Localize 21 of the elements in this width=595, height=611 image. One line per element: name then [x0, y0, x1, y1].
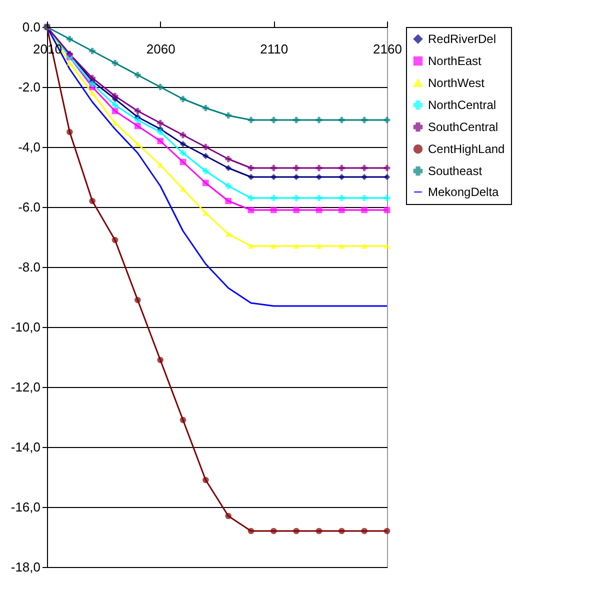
y-tick-label: 0.0: [22, 20, 40, 34]
y-tick-label: -6.0: [18, 200, 40, 214]
x-tick-label: 2160: [373, 42, 402, 56]
y-tick-label: -16,0: [10, 500, 40, 514]
y-tick-label: -8.0: [18, 260, 40, 274]
legend-label: NorthEast: [428, 54, 482, 68]
legend-label: NorthWest: [428, 76, 486, 90]
y-tick-label: -10,0: [10, 320, 40, 334]
legend-label: CentHighLand: [428, 142, 505, 156]
x-tick-label: 2060: [146, 42, 176, 56]
y-tick-label: -2.0: [18, 80, 40, 94]
legend-label: SouthCentral: [428, 120, 498, 134]
legend-label: Southeast: [428, 164, 483, 178]
y-tick-label: -18,0: [10, 560, 40, 574]
y-tick-label: -4,0: [18, 140, 40, 154]
legend-label: RedRiverDel: [428, 32, 496, 46]
x-tick-label: 2110: [260, 42, 288, 56]
legend-label: MekongDelta: [428, 185, 500, 199]
y-tick-label: -12,0: [10, 380, 40, 394]
y-tick-label: -14,0: [10, 440, 40, 454]
legend-label: NorthCentral: [428, 98, 496, 112]
